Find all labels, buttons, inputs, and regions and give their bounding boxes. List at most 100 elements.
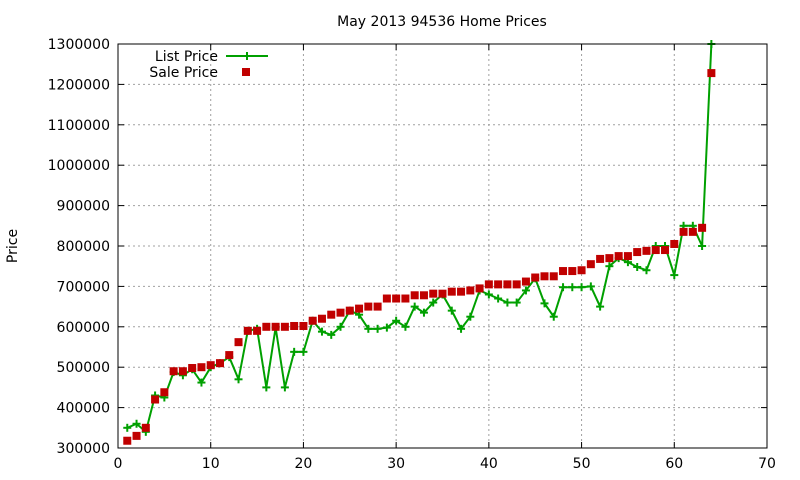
sale-price-point bbox=[234, 338, 243, 347]
list-price-point bbox=[290, 347, 299, 356]
sale-price-point bbox=[512, 280, 521, 289]
list-price-point bbox=[392, 316, 401, 325]
sale-price-point bbox=[178, 367, 187, 376]
list-price-point bbox=[596, 302, 605, 311]
list-price-point bbox=[364, 324, 373, 333]
sale-price-point bbox=[438, 289, 447, 298]
sale-price-point bbox=[197, 363, 206, 372]
sale-price-point bbox=[132, 431, 141, 440]
sale-price-point bbox=[568, 267, 577, 276]
list-price-point bbox=[568, 283, 577, 292]
list-price-point bbox=[642, 266, 651, 275]
list-price-point bbox=[521, 286, 530, 295]
list-price-point bbox=[549, 312, 558, 321]
sale-price-point bbox=[355, 304, 364, 313]
sale-price-point bbox=[206, 361, 215, 370]
list-price-point bbox=[540, 299, 549, 308]
list-price-point bbox=[447, 306, 456, 315]
sale-price-point bbox=[271, 322, 280, 331]
sale-price-point bbox=[623, 252, 632, 261]
list-price-point bbox=[466, 312, 475, 321]
sale-price-point bbox=[151, 395, 160, 404]
sale-price-point bbox=[447, 287, 456, 296]
plot-area bbox=[123, 40, 716, 445]
y-tick-label: 1000000 bbox=[48, 158, 110, 174]
sale-price-point bbox=[577, 266, 586, 275]
sale-price-point bbox=[670, 239, 679, 248]
sale-price-point bbox=[484, 280, 493, 289]
list-price-point bbox=[457, 324, 466, 333]
x-tick-label: 50 bbox=[573, 456, 591, 472]
x-tick-label: 40 bbox=[480, 456, 498, 472]
sale-price-point bbox=[494, 280, 503, 289]
y-tick-label: 500000 bbox=[57, 360, 110, 376]
list-price-point bbox=[605, 262, 614, 271]
sale-price-point bbox=[364, 302, 373, 311]
legend-cross bbox=[243, 52, 251, 60]
list-price-line bbox=[126, 43, 713, 434]
legend-marker-sale-price bbox=[242, 68, 250, 76]
grid-lines bbox=[118, 44, 767, 448]
sale-price-point bbox=[698, 223, 707, 232]
sale-price-points bbox=[123, 69, 716, 445]
y-tick-label: 1200000 bbox=[48, 77, 110, 93]
list-price-point bbox=[503, 298, 512, 307]
y-tick-label: 1300000 bbox=[48, 37, 110, 53]
sale-price-point bbox=[503, 280, 512, 289]
sale-price-point bbox=[262, 322, 271, 331]
y-tick-label: 400000 bbox=[57, 401, 110, 417]
sale-price-point bbox=[382, 294, 391, 303]
sale-price-point bbox=[299, 321, 308, 330]
list-price-point bbox=[299, 347, 308, 356]
sale-price-point bbox=[373, 302, 382, 311]
sale-price-point bbox=[633, 248, 642, 257]
legend: List Price Sale Price bbox=[149, 49, 268, 81]
list-price-point bbox=[586, 282, 595, 291]
x-tick-label: 70 bbox=[758, 456, 776, 472]
list-price-point bbox=[410, 302, 419, 311]
y-tick-label: 700000 bbox=[57, 279, 110, 295]
x-tick-label: 60 bbox=[665, 456, 683, 472]
sale-price-point bbox=[243, 326, 252, 335]
sale-price-point bbox=[549, 272, 558, 281]
sale-price-point bbox=[169, 367, 178, 376]
list-price-point bbox=[234, 375, 243, 384]
sale-price-point bbox=[466, 286, 475, 295]
sale-price-point bbox=[290, 321, 299, 330]
sale-price-point bbox=[559, 267, 568, 276]
list-price-point bbox=[382, 323, 391, 332]
sale-price-point bbox=[160, 388, 169, 397]
x-tick-label: 0 bbox=[114, 456, 123, 472]
sale-price-point bbox=[596, 254, 605, 263]
list-price-point bbox=[197, 378, 206, 387]
sale-price-point bbox=[410, 291, 419, 300]
sale-price-point bbox=[679, 227, 688, 236]
sale-price-point bbox=[317, 314, 326, 323]
sale-price-point bbox=[188, 364, 197, 373]
legend-label-sale-price: Sale Price bbox=[149, 65, 218, 81]
list-price-point bbox=[559, 283, 568, 292]
list-price-point bbox=[512, 298, 521, 307]
list-price-point bbox=[633, 263, 642, 272]
list-price-point bbox=[317, 327, 326, 336]
y-tick-label: 1100000 bbox=[48, 118, 110, 134]
sale-price-point bbox=[540, 272, 549, 281]
sale-price-point bbox=[308, 316, 317, 325]
y-tick-label: 600000 bbox=[57, 320, 110, 336]
sale-price-point bbox=[661, 246, 670, 255]
sale-price-point bbox=[614, 252, 623, 261]
list-price-point bbox=[401, 322, 410, 331]
list-price-point bbox=[429, 298, 438, 307]
sale-price-point bbox=[141, 423, 150, 432]
sale-price-point bbox=[253, 326, 262, 335]
list-price-point bbox=[373, 324, 382, 333]
sale-price-point bbox=[521, 277, 530, 286]
legend-label-list-price: List Price bbox=[155, 49, 218, 65]
plot-frame bbox=[117, 43, 768, 449]
sale-price-point bbox=[327, 310, 336, 319]
y-tick-label: 300000 bbox=[57, 441, 110, 457]
list-price-point bbox=[494, 294, 503, 303]
sale-price-point bbox=[336, 308, 345, 317]
list-price-point bbox=[336, 322, 345, 331]
